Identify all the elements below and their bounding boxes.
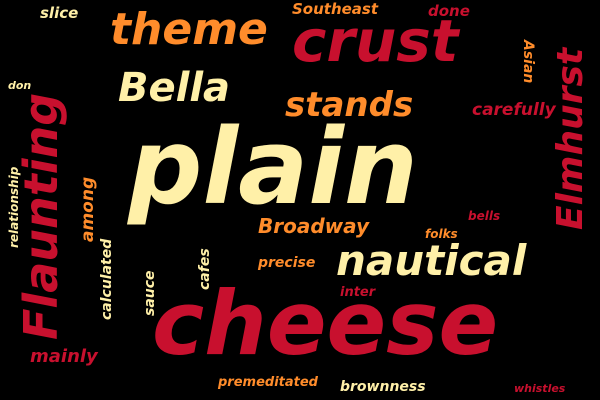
word-broadway: Broadway [258, 214, 370, 238]
word-southeast: Southeast [292, 0, 379, 18]
word-precise: precise [258, 255, 316, 271]
word-bells: bells [468, 209, 501, 223]
word-whistles: whistles [514, 382, 566, 395]
word-stands: stands [285, 85, 414, 125]
word-flaunting: Flaunting [14, 92, 68, 340]
word-brownness: brownness [340, 379, 426, 395]
word-plain: plain [128, 106, 418, 228]
word-relationship: relationship [7, 166, 21, 248]
word-bella: Bella [118, 65, 231, 111]
word-cheese: cheese [152, 272, 499, 375]
word-carefully: carefully [472, 100, 556, 120]
word-mainly: mainly [30, 346, 98, 367]
word-sauce: sauce [142, 270, 158, 316]
word-calculated: calculated [99, 238, 115, 320]
word-premeditated: premeditated [218, 375, 318, 390]
word-crust: crust [292, 7, 459, 75]
word-done: done [428, 2, 470, 20]
word-elmhurst: Elmhurst [550, 47, 591, 230]
word-theme: theme [110, 4, 268, 55]
word-don: don [8, 79, 32, 92]
word-slice: slice [40, 4, 79, 22]
word-cafes: cafes [197, 248, 213, 290]
word-inter: inter [340, 285, 376, 300]
word-among: among [78, 176, 98, 242]
word-nautical: nautical [336, 236, 527, 285]
word-asian: Asian [520, 40, 536, 84]
word-folks: folks [425, 227, 458, 241]
